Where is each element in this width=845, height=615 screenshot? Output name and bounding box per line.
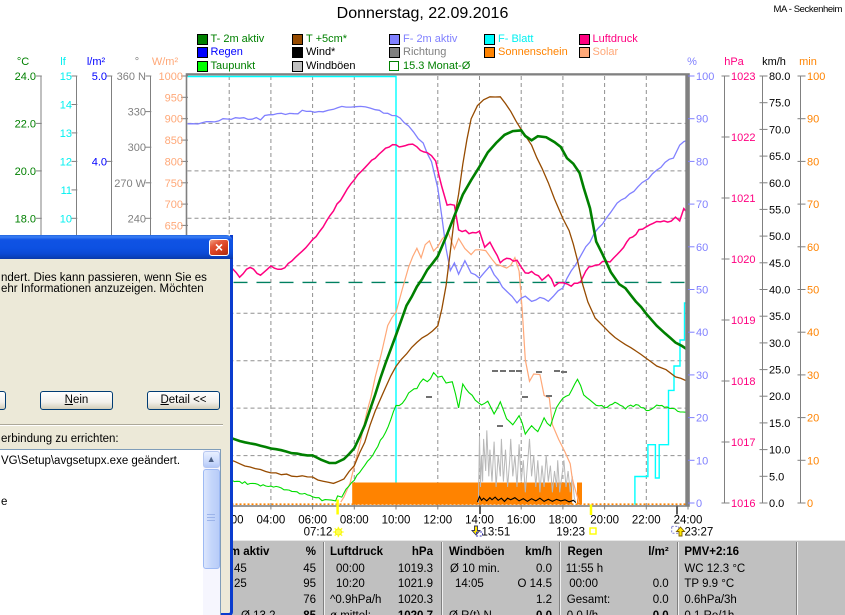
svg-text:650: 650: [165, 220, 183, 232]
svg-text:1020: 1020: [731, 254, 755, 266]
svg-text:700: 700: [165, 199, 183, 211]
svg-text:0: 0: [696, 498, 702, 510]
svg-text:4.0: 4.0: [92, 156, 107, 168]
svg-text:10.0: 10.0: [769, 445, 790, 457]
svg-text:04:00: 04:00: [257, 515, 286, 527]
svg-text:min: min: [799, 56, 817, 68]
svg-text:20: 20: [696, 413, 708, 425]
svg-text:22:00: 22:00: [632, 515, 661, 527]
svg-text:80.0: 80.0: [769, 71, 790, 83]
svg-text:19:23: 19:23: [556, 527, 585, 539]
svg-text:14: 14: [60, 100, 72, 112]
svg-text:75.0: 75.0: [769, 98, 790, 110]
svg-text:80: 80: [696, 156, 708, 168]
svg-text:hPa: hPa: [724, 56, 744, 68]
svg-text:16:00: 16:00: [507, 515, 536, 527]
svg-text:60: 60: [807, 242, 819, 254]
svg-text:1017: 1017: [731, 437, 755, 449]
svg-text:950: 950: [165, 92, 183, 104]
svg-text:45.0: 45.0: [769, 258, 790, 270]
svg-text:65.0: 65.0: [769, 151, 790, 163]
svg-text:10:00: 10:00: [382, 515, 411, 527]
svg-text:360 N: 360 N: [117, 71, 146, 83]
svg-text:60: 60: [696, 242, 708, 254]
svg-text:15.0: 15.0: [769, 418, 790, 430]
svg-text:20: 20: [807, 413, 819, 425]
svg-text:1022: 1022: [731, 132, 755, 144]
svg-text:330: 330: [128, 107, 146, 119]
svg-text:90: 90: [696, 114, 708, 126]
svg-text:30: 30: [807, 370, 819, 382]
svg-text:°: °: [135, 56, 139, 68]
svg-text:25.0: 25.0: [769, 365, 790, 377]
svg-text:23:27: 23:27: [685, 527, 714, 539]
svg-text:W/m²: W/m²: [152, 56, 179, 68]
svg-text:14:00: 14:00: [465, 515, 494, 527]
svg-text:1023: 1023: [731, 71, 755, 83]
svg-text:0: 0: [807, 498, 813, 510]
svg-text:30: 30: [696, 370, 708, 382]
svg-text:1000: 1000: [159, 71, 183, 83]
svg-text:5.0: 5.0: [769, 471, 784, 483]
svg-text:240: 240: [128, 213, 146, 225]
svg-text:13: 13: [60, 128, 72, 140]
svg-text:10: 10: [807, 455, 819, 467]
svg-text:18:00: 18:00: [549, 515, 578, 527]
svg-text:24.0: 24.0: [15, 71, 36, 83]
svg-text:lf: lf: [60, 56, 66, 68]
svg-text:50: 50: [696, 285, 708, 297]
svg-text:20.0: 20.0: [15, 166, 36, 178]
svg-text:900: 900: [165, 114, 183, 126]
svg-text:1016: 1016: [731, 498, 755, 510]
svg-text:5.0: 5.0: [92, 71, 107, 83]
svg-text:18.0: 18.0: [15, 213, 36, 225]
svg-text:08:00: 08:00: [340, 515, 369, 527]
svg-text:06:00: 06:00: [298, 515, 327, 527]
svg-text:300: 300: [128, 142, 146, 154]
svg-text:70.0: 70.0: [769, 124, 790, 136]
svg-text:20.0: 20.0: [769, 391, 790, 403]
svg-text:50: 50: [807, 285, 819, 297]
svg-text:40.0: 40.0: [769, 285, 790, 297]
svg-text:270 W: 270 W: [114, 178, 146, 190]
svg-text:24:00: 24:00: [674, 515, 703, 527]
svg-text:22.0: 22.0: [15, 118, 36, 130]
svg-text:55.0: 55.0: [769, 204, 790, 216]
svg-text:50.0: 50.0: [769, 231, 790, 243]
svg-text:1018: 1018: [731, 376, 755, 388]
svg-text:11: 11: [61, 185, 72, 197]
svg-text:km/h: km/h: [762, 56, 786, 68]
svg-text:l/m²: l/m²: [87, 56, 106, 68]
svg-text:13:51: 13:51: [482, 527, 511, 539]
svg-text:80: 80: [807, 156, 819, 168]
svg-text:10: 10: [696, 455, 708, 467]
svg-text:40: 40: [807, 327, 819, 339]
svg-text:100: 100: [807, 71, 825, 83]
svg-text:850: 850: [165, 135, 183, 147]
svg-text:10: 10: [60, 213, 72, 225]
svg-text:12: 12: [60, 156, 72, 168]
svg-text:40: 40: [696, 327, 708, 339]
svg-text:15: 15: [60, 71, 72, 83]
svg-text:1019: 1019: [731, 315, 755, 327]
svg-text:20:00: 20:00: [590, 515, 619, 527]
svg-text:90: 90: [807, 114, 819, 126]
svg-text:750: 750: [165, 178, 183, 190]
svg-text:07:12: 07:12: [304, 527, 333, 539]
svg-text:1021: 1021: [731, 193, 755, 205]
svg-text:70: 70: [807, 199, 819, 211]
svg-text:35.0: 35.0: [769, 311, 790, 323]
svg-text:60.0: 60.0: [769, 178, 790, 190]
svg-text:100: 100: [696, 71, 714, 83]
svg-text:°C: °C: [17, 56, 29, 68]
svg-text:0.0: 0.0: [769, 498, 784, 510]
svg-text:30.0: 30.0: [769, 338, 790, 350]
svg-text:70: 70: [696, 199, 708, 211]
svg-text:800: 800: [165, 156, 183, 168]
svg-text:12:00: 12:00: [423, 515, 452, 527]
svg-text:%: %: [687, 56, 697, 68]
